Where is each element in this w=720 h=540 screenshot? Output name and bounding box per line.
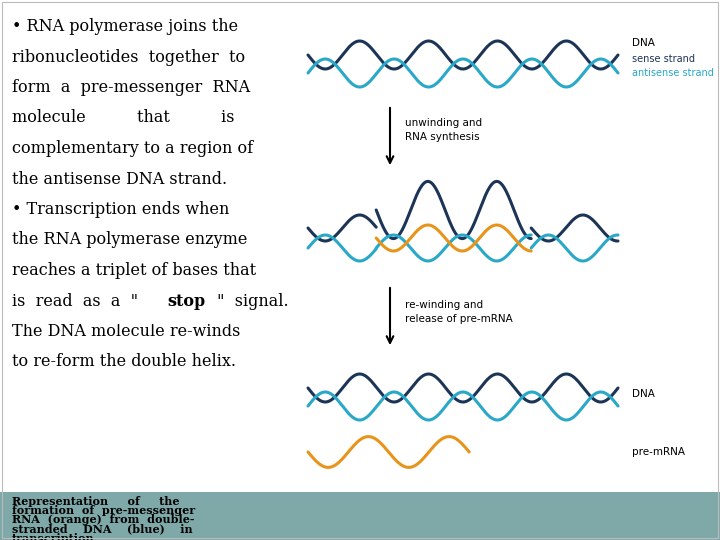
Text: is  read  as  a  "stop"  signal.: is read as a "stop" signal. — [12, 293, 244, 309]
Text: • RNA polymerase joins the: • RNA polymerase joins the — [12, 18, 238, 35]
Text: stranded    DNA    (blue)    in: stranded DNA (blue) in — [12, 524, 193, 535]
Text: form  a  pre-messenger  RNA: form a pre-messenger RNA — [12, 79, 250, 96]
Text: transcription.: transcription. — [12, 533, 99, 540]
Text: is  read  as  a  ": is read as a " — [12, 293, 138, 309]
Text: is  read  as  a  ": is read as a " — [12, 293, 138, 309]
Text: the RNA polymerase enzyme: the RNA polymerase enzyme — [12, 232, 248, 248]
Text: antisense strand: antisense strand — [632, 68, 714, 78]
Text: is  read  as  a  ": is read as a " — [12, 293, 138, 309]
Text: is  read  as  a  ": is read as a " — [12, 293, 138, 309]
Text: The DNA molecule re-winds: The DNA molecule re-winds — [12, 323, 240, 340]
Text: pre-mRNA: pre-mRNA — [632, 447, 685, 457]
Bar — [0, 492, 720, 540]
Text: to re-form the double helix.: to re-form the double helix. — [12, 354, 236, 370]
Text: RNA  (orange)  from  double-: RNA (orange) from double- — [12, 515, 194, 525]
Text: stop: stop — [167, 293, 205, 309]
Text: is  read  as  a  ": is read as a " — [12, 293, 138, 309]
Text: is  read  as  a  "stop": is read as a "stop" — [12, 293, 180, 309]
Text: ribonucleotides  together  to: ribonucleotides together to — [12, 49, 245, 65]
Text: DNA: DNA — [632, 38, 655, 48]
Text: unwinding and
RNA synthesis: unwinding and RNA synthesis — [405, 118, 482, 141]
Text: formation  of  pre-messenger: formation of pre-messenger — [12, 505, 195, 516]
Text: the antisense DNA strand.: the antisense DNA strand. — [12, 171, 227, 187]
Text: Representation     of     the: Representation of the — [12, 496, 179, 507]
Text: sense strand: sense strand — [632, 54, 695, 64]
Text: is  read  as  a  ": is read as a " — [12, 293, 138, 309]
Bar — [10, 292, 300, 324]
Text: re-winding and
release of pre-mRNA: re-winding and release of pre-mRNA — [405, 300, 513, 323]
Text: is  read  as  a  ": is read as a " — [12, 293, 138, 309]
Text: "  signal.: " signal. — [217, 293, 289, 309]
Text: DNA: DNA — [632, 389, 655, 399]
Text: • Transcription ends when: • Transcription ends when — [12, 201, 230, 218]
Text: reaches a triplet of bases that: reaches a triplet of bases that — [12, 262, 256, 279]
Text: molecule          that          is: molecule that is — [12, 110, 235, 126]
Bar — [10, 292, 300, 323]
Text: complementary to a region of: complementary to a region of — [12, 140, 253, 157]
